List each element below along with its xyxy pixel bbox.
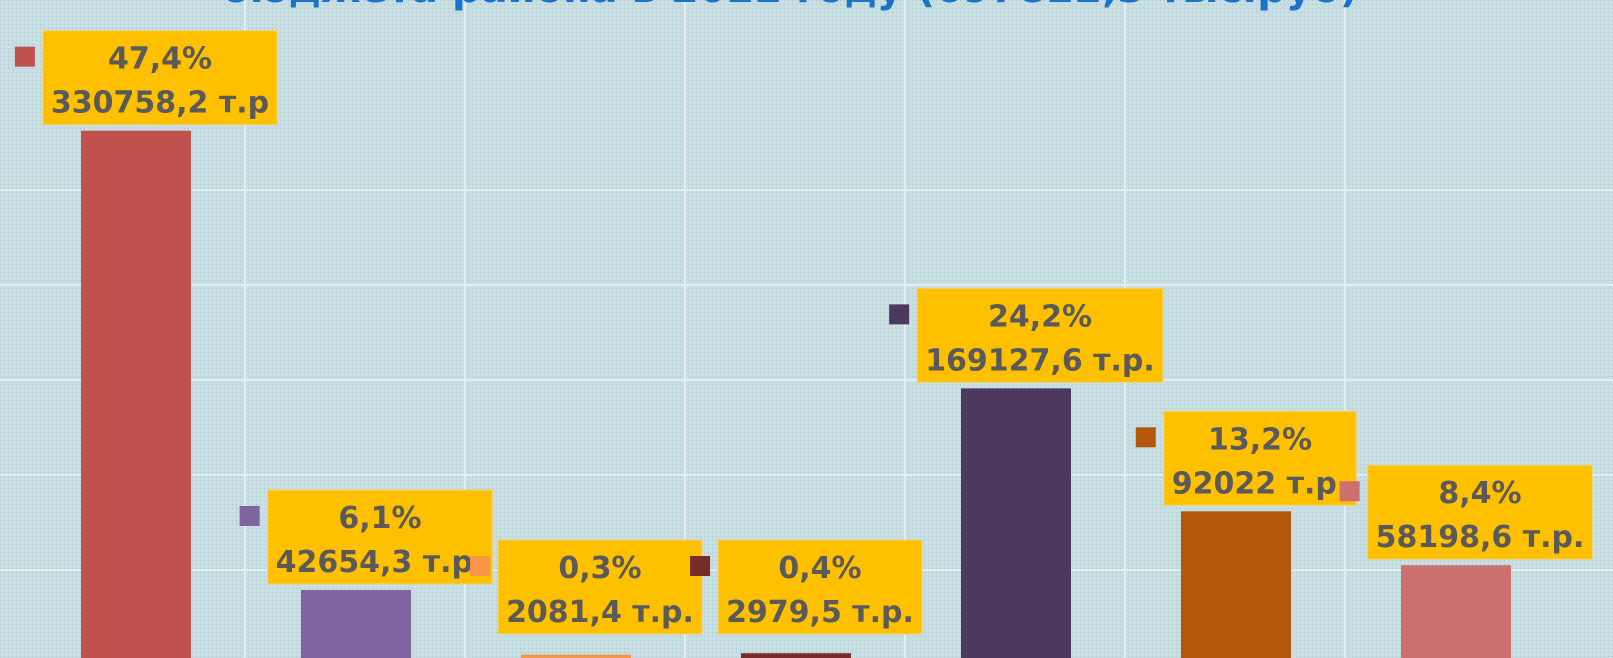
legend-key: [1135, 427, 1156, 448]
legend-key: [889, 304, 910, 325]
data-label-box: [1163, 410, 1357, 506]
share-label: 0,4%: [778, 551, 861, 586]
value-label: 42654,3 т.р.: [276, 545, 485, 580]
data-label: 6,1% 42654,3 т.р.: [239, 489, 493, 585]
data-label: 13,2% 92022 т.р.: [1135, 410, 1357, 506]
legend-key: [470, 556, 491, 576]
share-label: 8,4%: [1438, 476, 1521, 511]
data-label-box: [497, 539, 703, 635]
bar: [1401, 565, 1511, 658]
data-label-box: [717, 539, 923, 635]
data-label: 0,3% 2081,4 т.р.: [470, 539, 703, 635]
data-label: 0,4% 2979,5 т.р.: [690, 539, 923, 635]
bar: [1181, 511, 1291, 658]
chart-title: бюджета района в 2022 году (697822,3 тыс…: [222, 0, 1358, 12]
value-label: 2081,4 т.р.: [506, 595, 694, 630]
data-label: 47,4% 330758,2 т.р: [14, 30, 278, 126]
value-label: 2979,5 т.р.: [726, 595, 914, 630]
bar: [521, 654, 631, 658]
bar: [81, 130, 191, 658]
value-label: 58198,6 т.р.: [1376, 520, 1585, 555]
value-label: 92022 т.р.: [1172, 466, 1348, 501]
data-label-box: [267, 489, 493, 585]
legend-key: [14, 46, 35, 67]
value-label: 330758,2 т.р: [51, 86, 269, 121]
value-label: 169127,6 т.р.: [925, 343, 1155, 378]
data-label-box: [1367, 464, 1593, 560]
bar: [961, 388, 1071, 658]
data-label: 24,2% 169127,6 т.р.: [889, 287, 1164, 383]
share-label: 47,4%: [108, 42, 212, 77]
share-label: 6,1%: [338, 501, 421, 536]
share-label: 0,3%: [558, 551, 641, 586]
legend-key: [1339, 481, 1360, 502]
data-label-box: [916, 287, 1164, 383]
legend-key: [239, 505, 260, 526]
share-label: 13,2%: [1208, 422, 1312, 457]
data-label: 8,4% 58198,6 т.р.: [1339, 464, 1593, 560]
legend-key: [690, 556, 711, 576]
share-label: 24,2%: [988, 299, 1092, 334]
data-label-box: [42, 30, 278, 126]
bar: [301, 589, 411, 658]
bar: [741, 653, 851, 658]
